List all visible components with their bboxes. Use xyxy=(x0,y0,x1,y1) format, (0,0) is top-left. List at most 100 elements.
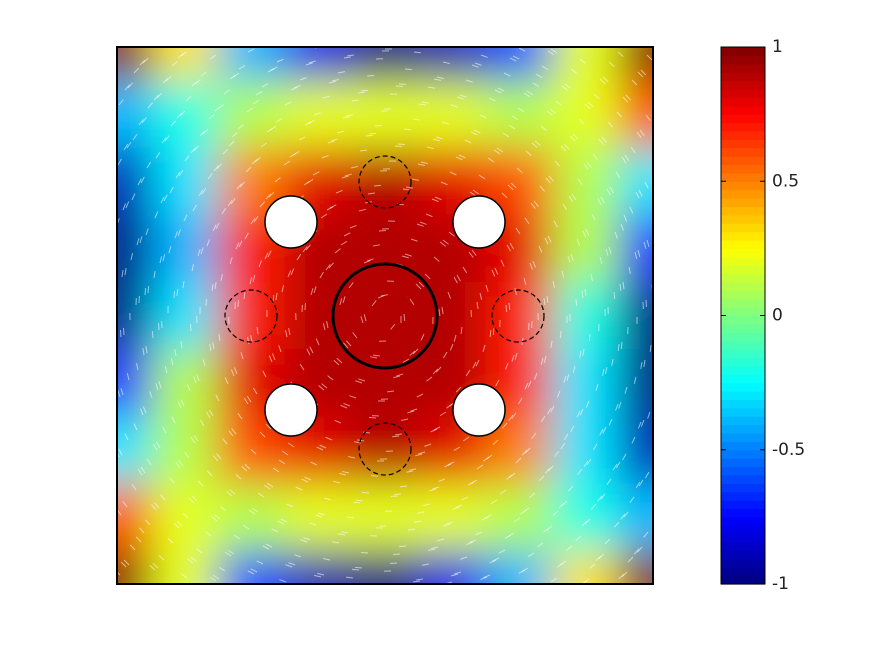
streak xyxy=(399,546,406,547)
field-cell xyxy=(486,282,554,350)
streak xyxy=(398,144,405,145)
field-cell xyxy=(151,282,219,350)
colorbar-segment xyxy=(721,458,765,467)
colorbar-segment xyxy=(721,131,765,140)
colorbar-segment xyxy=(721,467,765,476)
colorbar-segment xyxy=(721,374,765,383)
colorbar-segment xyxy=(721,391,765,400)
field-cell xyxy=(553,483,621,551)
colorbar-segment xyxy=(721,408,765,417)
field-cell xyxy=(218,483,286,551)
streak xyxy=(190,324,191,331)
colorbar-segment xyxy=(721,55,765,64)
colorbar-segment xyxy=(721,156,765,165)
streak xyxy=(576,299,577,306)
field-cell xyxy=(419,81,487,149)
small-cylinder xyxy=(265,196,317,248)
colorbar-segment xyxy=(721,567,765,576)
field-cell xyxy=(352,483,420,551)
field-cell xyxy=(285,81,353,149)
streak xyxy=(369,133,376,134)
colorbar-segment xyxy=(721,97,765,106)
streak xyxy=(352,569,359,570)
streak xyxy=(362,492,369,493)
colorbar-segment xyxy=(721,399,765,408)
field-cell xyxy=(352,148,420,216)
streak xyxy=(394,494,401,495)
colorbar-segment xyxy=(721,290,765,299)
colorbar-segment xyxy=(721,173,765,182)
field-cell xyxy=(352,282,420,350)
colorbar-segment xyxy=(721,332,765,341)
field-cell xyxy=(151,148,219,216)
streak xyxy=(369,417,376,418)
field-cell xyxy=(352,416,420,484)
colorbar-segment xyxy=(721,534,765,543)
colorbar-segment xyxy=(721,525,765,534)
streak xyxy=(177,289,178,296)
colorbar-segment xyxy=(721,366,765,375)
colorbar-segment xyxy=(721,517,765,526)
colorbar-segment xyxy=(721,223,765,232)
colorbar-segment xyxy=(721,441,765,450)
streak xyxy=(145,288,146,295)
colorbar-segment xyxy=(721,450,765,459)
colorbar-segment xyxy=(721,198,765,207)
streak xyxy=(404,129,411,130)
colorbar-segment xyxy=(721,139,765,148)
streak xyxy=(123,328,124,335)
colorbar-segment xyxy=(721,324,765,333)
colorbar-segment xyxy=(721,274,765,283)
colorbar-segment xyxy=(721,181,765,190)
colorbar-segment xyxy=(721,550,765,559)
field-cell xyxy=(553,148,621,216)
field-cell xyxy=(285,483,353,551)
colorbar-segment xyxy=(721,47,765,56)
colorbar-segment xyxy=(721,123,765,132)
colorbar-segment xyxy=(721,248,765,257)
colorbar-segment xyxy=(721,114,765,123)
colorbar-segment xyxy=(721,89,765,98)
colorbar-segment xyxy=(721,576,765,585)
streak xyxy=(589,334,590,341)
field-cell xyxy=(151,81,219,149)
colorbar-tick-label: -1 xyxy=(772,574,789,594)
streak xyxy=(367,75,374,76)
field-cells xyxy=(84,13,688,618)
streak xyxy=(120,330,121,337)
streak xyxy=(148,286,149,293)
field-cell xyxy=(151,349,219,417)
colorbar-tick-label: 1 xyxy=(772,37,783,57)
field-cell xyxy=(151,483,219,551)
streak xyxy=(560,331,561,338)
colorbar-segment xyxy=(721,492,765,501)
field-cell xyxy=(151,215,219,283)
colorbar-tick-label: 0.5 xyxy=(772,171,799,191)
field-cell xyxy=(553,81,621,149)
small-cylinder xyxy=(453,384,505,436)
colorbar-segment xyxy=(721,357,765,366)
colorbar-segment xyxy=(721,64,765,73)
small-cylinder xyxy=(453,196,505,248)
streak xyxy=(405,69,412,70)
colorbar-segment xyxy=(721,500,765,509)
colorbar-segment xyxy=(721,215,765,224)
colorbar: -1-0.500.51 xyxy=(721,37,805,594)
colorbar-segment xyxy=(721,349,765,358)
streak xyxy=(374,185,381,186)
colorbar-segment xyxy=(721,265,765,274)
field-cell xyxy=(553,282,621,350)
colorbar-segment xyxy=(721,232,765,241)
colorbar-segment xyxy=(721,542,765,551)
streak xyxy=(174,291,175,298)
colorbar-segment xyxy=(721,383,765,392)
colorbar-segment xyxy=(721,508,765,517)
colorbar-segment xyxy=(721,316,765,325)
colorbar-segment xyxy=(721,148,765,157)
field-cell xyxy=(553,416,621,484)
colorbar-segment xyxy=(721,282,765,291)
colorbar-segment xyxy=(721,307,765,316)
field-cell xyxy=(151,416,219,484)
colorbar-segment xyxy=(721,206,765,215)
